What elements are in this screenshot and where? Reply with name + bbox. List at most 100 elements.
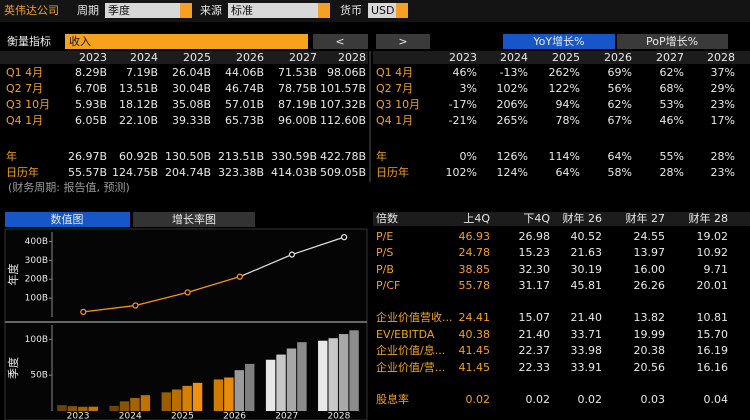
source-dropdown[interactable] bbox=[228, 3, 330, 18]
x-tick-label: 2023 bbox=[67, 412, 90, 420]
x-tick-label: 2028 bbox=[327, 412, 350, 420]
column-header: 2026 bbox=[236, 51, 264, 64]
bar bbox=[276, 354, 286, 411]
cell: 16.00 bbox=[634, 263, 666, 276]
cell: 68% bbox=[660, 82, 684, 95]
tab: YoY增长% bbox=[532, 34, 584, 48]
cell: 55% bbox=[660, 150, 684, 163]
y-tick-label: 200B bbox=[25, 275, 48, 285]
cell: -13% bbox=[500, 66, 528, 79]
row-label: Q1 4月 bbox=[6, 66, 43, 79]
cell: 6.70B bbox=[75, 82, 107, 95]
cell: 7.19B bbox=[126, 66, 158, 79]
row-label: Q3 10月 bbox=[376, 98, 420, 111]
cell: 101.57B bbox=[320, 82, 366, 95]
y-tick-label: 300B bbox=[25, 256, 48, 266]
cell: 422.78B bbox=[320, 150, 366, 163]
bar bbox=[328, 338, 338, 411]
bar bbox=[245, 363, 255, 411]
bar bbox=[338, 334, 349, 411]
cell: 24.41 bbox=[459, 311, 491, 324]
cell: 102% bbox=[446, 166, 477, 179]
cell: -17% bbox=[449, 98, 477, 111]
period-label: 周期 bbox=[77, 4, 99, 17]
chart-tab[interactable] bbox=[133, 212, 255, 227]
cell: 62% bbox=[608, 98, 632, 111]
cell: 21.63 bbox=[571, 246, 603, 259]
row-label: 年 bbox=[376, 149, 387, 163]
cell: 26.98 bbox=[519, 230, 551, 243]
dropdown-arrow bbox=[180, 3, 192, 18]
bar bbox=[286, 348, 297, 411]
source-label: 来源 bbox=[200, 3, 222, 17]
row-label: P/E bbox=[376, 230, 393, 243]
prev-button[interactable] bbox=[313, 34, 368, 49]
cell: 0.04 bbox=[704, 393, 729, 406]
chart-tab-active[interactable] bbox=[5, 212, 130, 227]
cell: 58% bbox=[608, 166, 632, 179]
cell: 29% bbox=[711, 82, 735, 95]
tab-active[interactable] bbox=[503, 34, 615, 49]
bar bbox=[297, 342, 307, 411]
row-label: P/S bbox=[376, 246, 393, 259]
cell: 206% bbox=[497, 98, 528, 111]
next-button[interactable] bbox=[376, 34, 430, 49]
bar bbox=[265, 359, 276, 411]
x-tick-label: 2026 bbox=[223, 412, 246, 420]
cell: 20.01 bbox=[697, 279, 729, 292]
cell: 19.99 bbox=[634, 328, 666, 341]
row-label: 年 bbox=[6, 149, 17, 163]
metric-dropdown[interactable] bbox=[65, 34, 308, 49]
cell: 10.92 bbox=[697, 246, 729, 259]
cell: 20.56 bbox=[634, 361, 666, 374]
column-header: 2026 bbox=[604, 51, 632, 64]
cell: 15.07 bbox=[519, 311, 551, 324]
y-tick-label: 100B bbox=[25, 335, 48, 345]
dropdown-arrow bbox=[318, 3, 330, 18]
bar bbox=[318, 340, 328, 411]
period: 季度 bbox=[108, 3, 130, 17]
bar bbox=[349, 330, 359, 411]
bar bbox=[67, 406, 78, 411]
cell: 21.40 bbox=[519, 328, 551, 341]
table-header bbox=[373, 51, 750, 64]
cell: 67% bbox=[608, 114, 632, 127]
cell: 18.12B bbox=[119, 98, 158, 111]
cell: 62% bbox=[660, 66, 684, 79]
row-label: 股息率 bbox=[376, 392, 409, 406]
cell: 28% bbox=[660, 166, 684, 179]
cell: 0.02 bbox=[466, 393, 491, 406]
metric: 收入 bbox=[69, 34, 91, 48]
cell: 126% bbox=[497, 150, 528, 163]
tab[interactable] bbox=[617, 34, 728, 49]
row-label: Q4 1月 bbox=[376, 114, 413, 127]
bar bbox=[182, 385, 192, 411]
bar bbox=[130, 398, 140, 411]
column-header: 2023 bbox=[79, 51, 107, 64]
cell: 23% bbox=[711, 166, 735, 179]
cell: 330.59B bbox=[271, 150, 317, 163]
period-dropdown[interactable] bbox=[105, 3, 192, 18]
cell: 5.93B bbox=[75, 98, 107, 111]
cell: 30.04B bbox=[172, 82, 211, 95]
cell: 107.32B bbox=[320, 98, 366, 111]
column-header: 2025 bbox=[183, 51, 211, 64]
column-header: 2024 bbox=[500, 51, 528, 64]
x-tick-label: 2027 bbox=[275, 412, 298, 420]
row-label: 企业价值/营... bbox=[376, 360, 445, 374]
row-label: Q2 7月 bbox=[6, 82, 43, 95]
cell: 22.37 bbox=[519, 344, 551, 357]
cell: 6.05B bbox=[75, 114, 107, 127]
row-label: 日历年 bbox=[376, 165, 409, 179]
cell: 22.10B bbox=[119, 114, 158, 127]
cell: 13.82 bbox=[634, 311, 666, 324]
row-label: 日历年 bbox=[6, 165, 39, 179]
cell: 31.17 bbox=[519, 279, 551, 292]
cell: 46% bbox=[660, 114, 684, 127]
row-label: Q3 10月 bbox=[6, 98, 50, 111]
point bbox=[132, 302, 139, 309]
bar bbox=[213, 379, 224, 411]
cell: 46.74B bbox=[225, 82, 264, 95]
cell: 16.16 bbox=[697, 361, 729, 374]
cell: 33.71 bbox=[571, 328, 603, 341]
